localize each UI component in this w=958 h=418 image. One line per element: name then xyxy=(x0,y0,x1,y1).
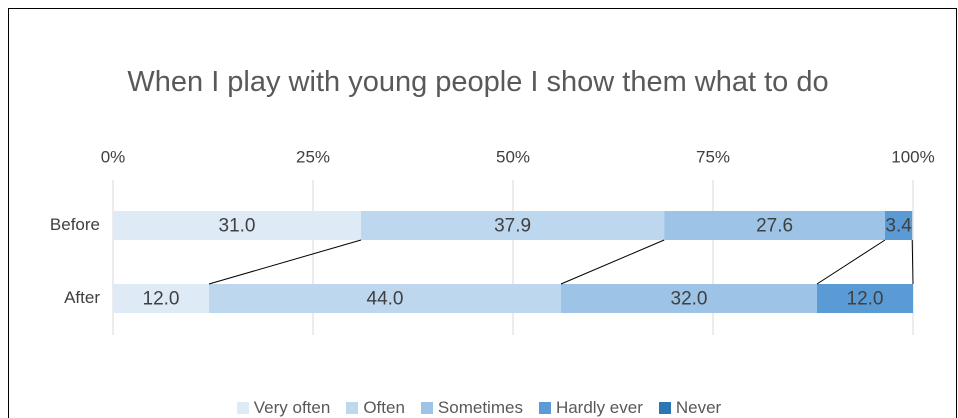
x-tick-label: 0% xyxy=(101,147,126,166)
x-tick-label: 50% xyxy=(496,147,530,166)
bar-segment xyxy=(361,211,665,240)
chart-title: When I play with young people I show the… xyxy=(127,66,829,98)
data-label: 37.9 xyxy=(494,216,531,237)
legend-label: Often xyxy=(363,398,405,417)
legend-label: Hardly ever xyxy=(555,398,643,417)
bar-segment xyxy=(885,211,913,240)
series-line xyxy=(208,239,362,285)
legend-item: Never xyxy=(658,398,722,418)
data-label: 12.0 xyxy=(143,289,180,310)
legend-label: Never xyxy=(675,398,722,417)
legend-item: Hardly ever xyxy=(538,398,643,418)
legend-item: Sometimes xyxy=(420,398,523,418)
legend-swatch xyxy=(658,402,671,414)
x-tick-label: 75% xyxy=(696,147,730,166)
legend-item: Often xyxy=(346,398,405,418)
data-label: 12.0 xyxy=(847,289,884,310)
legend-swatch xyxy=(236,402,249,414)
series-line xyxy=(560,239,665,285)
legend-swatch xyxy=(346,402,359,414)
bar-segment xyxy=(113,211,361,240)
data-label: 32.0 xyxy=(671,289,708,310)
x-tick-label: 100% xyxy=(891,147,934,166)
x-tick-label: 25% xyxy=(296,147,330,166)
data-label: 31.0 xyxy=(219,216,256,237)
y-tick-label: Before xyxy=(50,215,100,234)
series-line xyxy=(911,239,914,285)
chart-border xyxy=(8,8,957,418)
legend-swatch xyxy=(420,402,433,414)
legend-item: Very often xyxy=(236,398,331,418)
legend: Very often Often Sometimes Hardly ever Never xyxy=(0,398,958,418)
bar-segment xyxy=(209,284,561,313)
series-line xyxy=(816,239,886,285)
bar-segment xyxy=(113,284,209,313)
data-label: 44.0 xyxy=(367,289,404,310)
legend-swatch xyxy=(538,402,551,414)
data-label: 3.4 xyxy=(885,216,912,237)
bar-segment xyxy=(817,284,913,313)
y-tick-label: After xyxy=(64,288,100,307)
bar-segment xyxy=(561,284,817,313)
legend-label: Very often xyxy=(253,398,331,417)
bar-segment xyxy=(664,211,885,240)
data-label: 27.6 xyxy=(756,216,793,237)
legend-label: Sometimes xyxy=(437,398,523,417)
